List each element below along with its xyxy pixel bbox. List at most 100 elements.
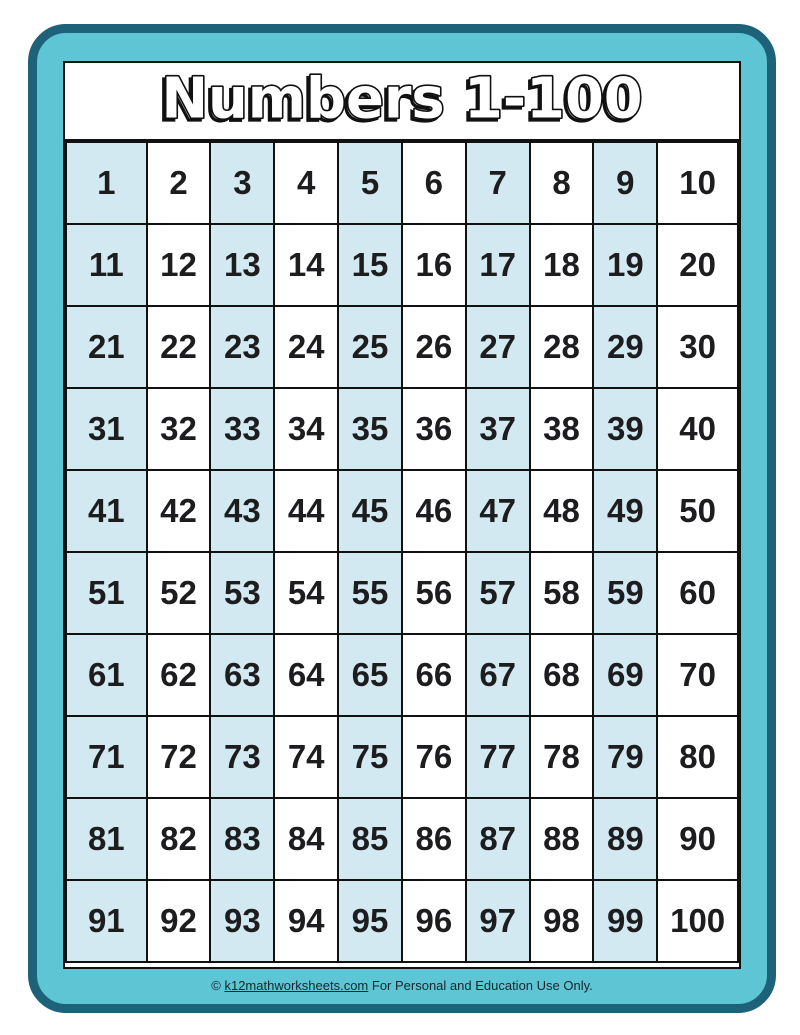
grid-cell-37: 37 xyxy=(464,387,531,471)
grid-cell-28: 28 xyxy=(528,305,595,389)
grid-cell-98: 98 xyxy=(528,879,595,963)
grid-cell-65: 65 xyxy=(337,633,403,717)
grid-row: 61 62 63 64 65 66 67 68 69 70 xyxy=(65,633,739,717)
grid-cell-64: 64 xyxy=(273,633,340,717)
grid-cell-57: 57 xyxy=(464,551,531,635)
grid-cell-96: 96 xyxy=(400,879,467,963)
grid-cell-62: 62 xyxy=(145,633,212,717)
grid-cell-4: 4 xyxy=(273,141,340,225)
grid-cell-25: 25 xyxy=(337,305,403,389)
grid-cell-97: 97 xyxy=(464,879,531,963)
grid-cell-60: 60 xyxy=(656,551,739,635)
grid-cell-43: 43 xyxy=(209,469,276,553)
grid-cell-46: 46 xyxy=(400,469,467,553)
grid-cell-72: 72 xyxy=(145,715,212,799)
grid-cell-90: 90 xyxy=(656,797,739,881)
grid-cell-66: 66 xyxy=(400,633,467,717)
grid-cell-84: 84 xyxy=(273,797,340,881)
grid-cell-81: 81 xyxy=(65,797,148,881)
grid-row: 51 52 53 54 55 56 57 58 59 60 xyxy=(65,551,739,635)
grid-cell-32: 32 xyxy=(145,387,212,471)
grid-cell-26: 26 xyxy=(400,305,467,389)
grid-cell-18: 18 xyxy=(528,223,595,307)
grid-cell-77: 77 xyxy=(464,715,531,799)
grid-row: 11 12 13 14 15 16 17 18 19 20 xyxy=(65,223,739,307)
grid-cell-6: 6 xyxy=(400,141,467,225)
copyright-symbol: © xyxy=(211,978,221,993)
grid-cell-9: 9 xyxy=(592,141,659,225)
grid-cell-15: 15 xyxy=(337,223,403,307)
grid-cell-100: 100 xyxy=(656,879,739,963)
grid-cell-56: 56 xyxy=(400,551,467,635)
grid-cell-53: 53 xyxy=(209,551,276,635)
grid-cell-39: 39 xyxy=(592,387,659,471)
grid-cell-20: 20 xyxy=(656,223,739,307)
grid-row: 1 2 3 4 5 6 7 8 9 10 xyxy=(65,141,739,225)
grid-cell-71: 71 xyxy=(65,715,148,799)
grid-cell-78: 78 xyxy=(528,715,595,799)
page-title-shadow: Numbers 1-100 xyxy=(159,69,640,134)
grid-cell-11: 11 xyxy=(65,223,148,307)
grid-row: 41 42 43 44 45 46 47 48 49 50 xyxy=(65,469,739,553)
grid-cell-95: 95 xyxy=(337,879,403,963)
grid-cell-10: 10 xyxy=(656,141,739,225)
grid-cell-41: 41 xyxy=(65,469,148,553)
grid-cell-27: 27 xyxy=(464,305,531,389)
grid-cell-1: 1 xyxy=(65,141,148,225)
grid-row: 91 92 93 94 95 96 97 98 99 100 xyxy=(65,879,739,963)
grid-cell-99: 99 xyxy=(592,879,659,963)
grid-cell-19: 19 xyxy=(592,223,659,307)
grid-cell-49: 49 xyxy=(592,469,659,553)
grid-cell-17: 17 xyxy=(464,223,531,307)
grid-cell-2: 2 xyxy=(145,141,212,225)
grid-cell-69: 69 xyxy=(592,633,659,717)
footer: © k12mathworksheets.com For Personal and… xyxy=(63,969,741,1003)
grid-cell-23: 23 xyxy=(209,305,276,389)
grid-cell-80: 80 xyxy=(656,715,739,799)
title-bubble-text: Numbers 1-100 Numbers 1-100 xyxy=(157,65,644,136)
grid-cell-76: 76 xyxy=(400,715,467,799)
grid-cell-52: 52 xyxy=(145,551,212,635)
grid-cell-92: 92 xyxy=(145,879,212,963)
grid-cell-31: 31 xyxy=(65,387,148,471)
grid-cell-83: 83 xyxy=(209,797,276,881)
grid-cell-82: 82 xyxy=(145,797,212,881)
grid-cell-45: 45 xyxy=(337,469,403,553)
grid-row: 71 72 73 74 75 76 77 78 79 80 xyxy=(65,715,739,799)
grid-cell-63: 63 xyxy=(209,633,276,717)
grid-cell-73: 73 xyxy=(209,715,276,799)
grid-cell-50: 50 xyxy=(656,469,739,553)
footer-usage-text: For Personal and Education Use Only. xyxy=(371,978,593,993)
grid-cell-93: 93 xyxy=(209,879,276,963)
grid-cell-3: 3 xyxy=(209,141,276,225)
grid-cell-51: 51 xyxy=(65,551,148,635)
grid-row: 21 22 23 24 25 26 27 28 29 30 xyxy=(65,305,739,389)
grid-cell-74: 74 xyxy=(273,715,340,799)
grid-cell-30: 30 xyxy=(656,305,739,389)
page-title: Numbers 1-100 xyxy=(161,66,642,131)
footer-link[interactable]: k12mathworksheets.com xyxy=(224,978,369,993)
grid-cell-44: 44 xyxy=(273,469,340,553)
grid-cell-14: 14 xyxy=(273,223,340,307)
grid-cell-13: 13 xyxy=(209,223,276,307)
grid-cell-8: 8 xyxy=(528,141,595,225)
grid-cell-48: 48 xyxy=(528,469,595,553)
grid-cell-58: 58 xyxy=(528,551,595,635)
grid-cell-68: 68 xyxy=(528,633,595,717)
grid-cell-24: 24 xyxy=(273,305,340,389)
grid-cell-75: 75 xyxy=(337,715,403,799)
grid-cell-79: 79 xyxy=(592,715,659,799)
content-box: Numbers 1-100 Numbers 1-100 1 2 3 4 5 6 7 8 9 10 1… xyxy=(63,61,741,969)
grid-cell-88: 88 xyxy=(528,797,595,881)
grid-cell-40: 40 xyxy=(656,387,739,471)
grid-cell-34: 34 xyxy=(273,387,340,471)
grid-cell-91: 91 xyxy=(65,879,148,963)
grid-cell-21: 21 xyxy=(65,305,148,389)
grid-cell-89: 89 xyxy=(592,797,659,881)
grid-cell-54: 54 xyxy=(273,551,340,635)
grid-cell-70: 70 xyxy=(656,633,739,717)
title-band: Numbers 1-100 Numbers 1-100 xyxy=(65,63,739,141)
grid-cell-22: 22 xyxy=(145,305,212,389)
grid-cell-36: 36 xyxy=(400,387,467,471)
